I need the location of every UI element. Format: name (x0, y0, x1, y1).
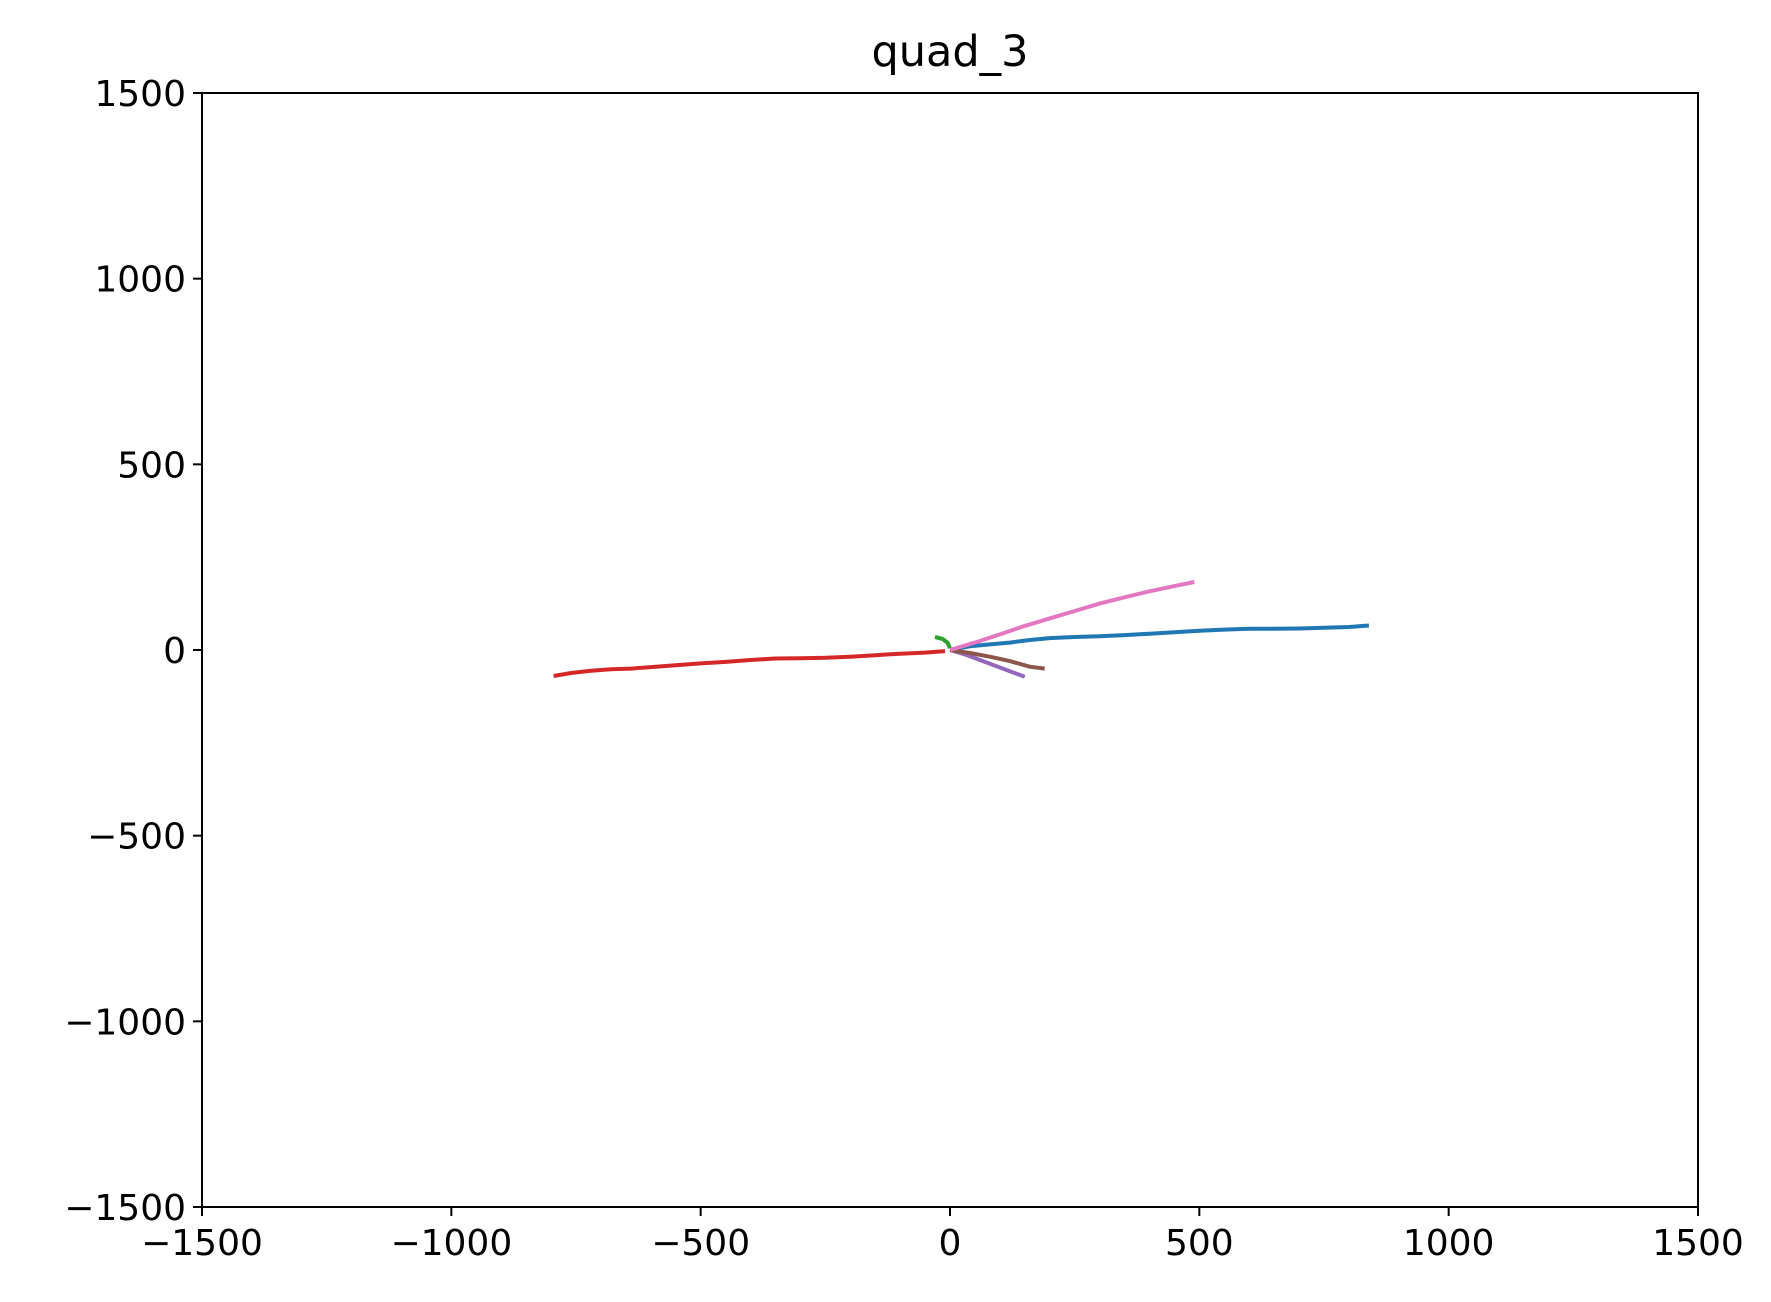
x-tick-label: −500 (651, 1223, 750, 1264)
x-tick-label: −1000 (390, 1223, 512, 1264)
y-tick-label: 500 (117, 445, 186, 486)
x-tick-label: 500 (1165, 1223, 1234, 1264)
y-tick-label: −500 (87, 817, 186, 858)
x-tick-label: 0 (939, 1223, 962, 1264)
y-tick-label: −1500 (64, 1188, 186, 1229)
chart-title: quad_3 (871, 27, 1028, 77)
x-axis: −1500 −1000 −500 0 500 1000 1500 (141, 1207, 1744, 1264)
y-tick-label: 1500 (94, 74, 186, 115)
y-axis: −1500 −1000 −500 0 500 1000 1500 (64, 74, 202, 1229)
y-tick-label: 1000 (94, 260, 186, 301)
x-tick-label: 1500 (1652, 1223, 1744, 1264)
series-line-2 (934, 635, 952, 649)
series-line-5 (949, 648, 1045, 671)
series-line-1 (949, 623, 1370, 652)
y-tick-label: −1000 (64, 1002, 186, 1043)
y-tick-label: 0 (163, 631, 186, 672)
x-tick-label: 1000 (1403, 1223, 1495, 1264)
x-tick-label: −1500 (141, 1223, 263, 1264)
series-line-6 (949, 580, 1195, 652)
series-line-3 (553, 649, 946, 678)
plot-series-group (553, 580, 1370, 679)
